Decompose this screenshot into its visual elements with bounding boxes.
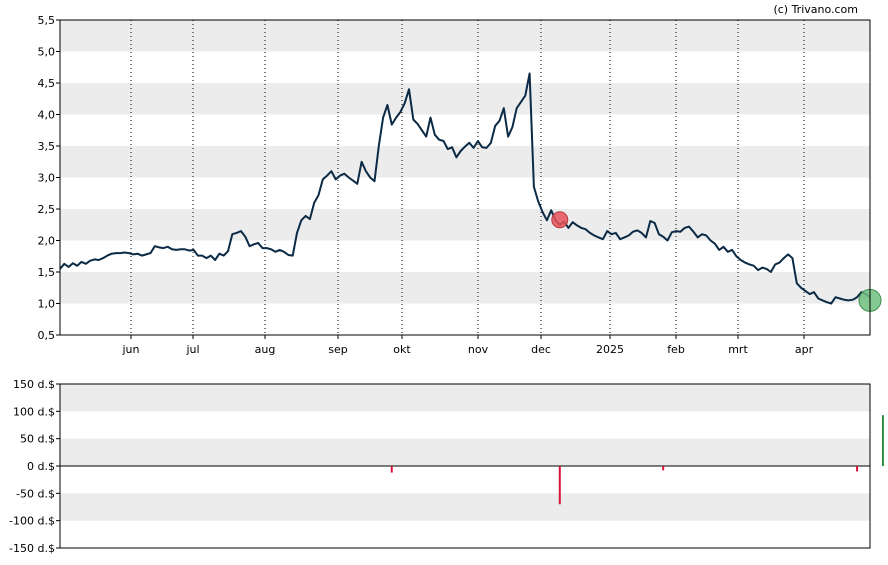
price-panel-y-ticks: 0,5 1,0 1,5 2,0 2,5 3,0 3,5 4,0 4,5 5,0 5,5 (38, 14, 60, 342)
price-panel-x-ticks: jun jul aug sep okt nov dec 2025 feb mrt apr (122, 335, 814, 356)
price-panel-border (59, 19, 871, 336)
x-tick-label: feb (667, 343, 685, 356)
x-tick-label: nov (468, 343, 489, 356)
price-line (59, 72, 871, 305)
y-tick-label: 0 d.$ (27, 460, 55, 473)
y-tick-label: 1,5 (38, 266, 56, 279)
volume-panel-bands (60, 384, 870, 521)
y-tick-label: 4,0 (38, 109, 56, 122)
y-tick-label: -150 d.$ (9, 542, 55, 555)
price-band (60, 272, 870, 304)
volume-panel-y-ticks: 150 d.$ 100 d.$ 50 d.$ 0 d.$ -50 d.$ -100 d.$… (9, 378, 870, 555)
x-tick-label: apr (795, 343, 814, 356)
y-tick-label: 100 d.$ (13, 405, 55, 418)
price-panel-bands (60, 20, 870, 304)
x-tick-label: mrt (728, 343, 748, 356)
price-band (60, 83, 870, 115)
y-tick-label: -50 d.$ (16, 487, 55, 500)
price-band (60, 146, 870, 178)
price-band (60, 20, 870, 52)
y-tick-label: 5,0 (38, 46, 56, 59)
y-tick-label: -100 d.$ (9, 515, 55, 528)
volume-bars (390, 415, 884, 505)
y-tick-label: 1,0 (38, 298, 56, 311)
x-tick-label: sep (328, 343, 347, 356)
x-tick-label: dec (531, 343, 551, 356)
y-tick-label: 3,0 (38, 172, 56, 185)
y-tick-label: 5,5 (38, 14, 56, 27)
y-tick-label: 2,0 (38, 235, 56, 248)
price-series (59, 72, 871, 305)
volume-band (60, 493, 870, 521)
price-panel-month-gridlines (130, 20, 805, 335)
x-tick-label: jul (185, 343, 199, 356)
y-tick-label: 150 d.$ (13, 378, 55, 391)
y-tick-label: 4,5 (38, 77, 56, 90)
copyright-label: (c) Trivano.com (773, 3, 858, 16)
volume-band (60, 384, 870, 412)
price-panel-frame (59, 19, 871, 336)
volume-panel-border (59, 383, 871, 549)
volume-panel-frame (59, 383, 871, 549)
y-tick-label: 3,5 (38, 140, 56, 153)
x-tick-label: aug (255, 343, 276, 356)
y-tick-label: 50 d.$ (20, 433, 55, 446)
volume-band (60, 438, 870, 466)
price-band (60, 209, 870, 241)
y-tick-label: 0,5 (38, 329, 56, 342)
x-tick-label: jun (122, 343, 140, 356)
y-tick-label: 2,5 (38, 203, 56, 216)
x-tick-label: 2025 (596, 343, 624, 356)
x-tick-label: okt (393, 343, 411, 356)
sell-marker (551, 211, 569, 229)
